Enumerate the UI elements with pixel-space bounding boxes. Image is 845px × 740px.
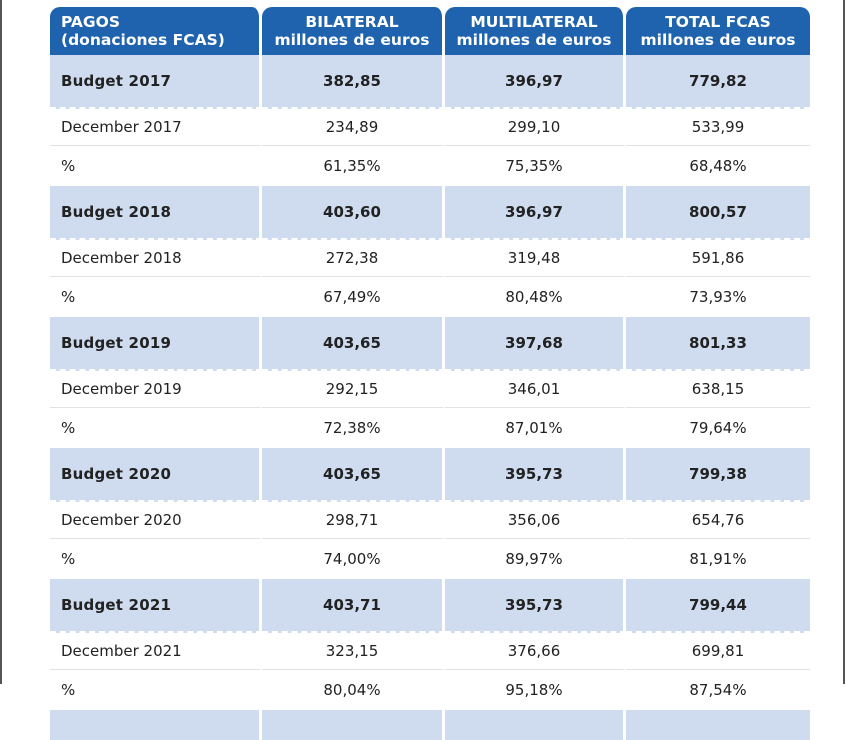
total-value: 68,48%	[626, 146, 810, 186]
multilateral-value: 346,01	[445, 371, 626, 408]
table-row-december-2021: December 2021 323,15 376,66 699,81	[50, 633, 810, 670]
total-value: 81,91%	[626, 539, 810, 579]
total-value: 638,15	[626, 371, 810, 408]
bilateral-value: 234,89	[262, 109, 445, 146]
table-row-budget-2021: Budget 2021 403,71 395,73 799,44	[50, 579, 810, 633]
table-row-cut-off	[50, 710, 810, 740]
table-row-percent-2021: % 80,04% 95,18% 87,54%	[50, 670, 810, 710]
row-label: %	[50, 670, 262, 710]
bilateral-value: 72,38%	[262, 408, 445, 448]
empty-cell	[445, 710, 626, 740]
multilateral-value: 89,97%	[445, 539, 626, 579]
multilateral-value: 299,10	[445, 109, 626, 146]
header-bilateral: BILATERAL millones de euros	[262, 7, 445, 55]
total-value: 800,57	[626, 186, 810, 240]
table-row-budget-2018: Budget 2018 403,60 396,97 800,57	[50, 186, 810, 240]
row-label: %	[50, 408, 262, 448]
bilateral-value: 74,00%	[262, 539, 445, 579]
table-row-percent-2017: % 61,35% 75,35% 68,48%	[50, 146, 810, 186]
multilateral-value: 397,68	[445, 317, 626, 371]
table-row-december-2020: December 2020 298,71 356,06 654,76	[50, 502, 810, 539]
row-label: December 2017	[50, 109, 262, 146]
total-value: 533,99	[626, 109, 810, 146]
row-label: Budget 2019	[50, 317, 262, 371]
table-header-row: PAGOS (donaciones FCAS) BILATERAL millon…	[50, 7, 810, 55]
header-bilateral-line2: millones de euros	[274, 31, 430, 49]
fcas-payments-table: PAGOS (donaciones FCAS) BILATERAL millon…	[50, 7, 810, 740]
total-value: 799,38	[626, 448, 810, 502]
multilateral-value: 376,66	[445, 633, 626, 670]
multilateral-value: 87,01%	[445, 408, 626, 448]
total-value: 699,81	[626, 633, 810, 670]
row-label: December 2019	[50, 371, 262, 408]
multilateral-value: 80,48%	[445, 277, 626, 317]
table-row-budget-2020: Budget 2020 403,65 395,73 799,38	[50, 448, 810, 502]
bilateral-value: 403,65	[262, 448, 445, 502]
multilateral-value: 395,73	[445, 448, 626, 502]
page-frame-left	[0, 0, 2, 684]
multilateral-value: 319,48	[445, 240, 626, 277]
header-total-fcas: TOTAL FCAS millones de euros	[626, 7, 810, 55]
total-value: 87,54%	[626, 670, 810, 710]
header-total-line2: millones de euros	[640, 31, 796, 49]
empty-cell	[626, 710, 810, 740]
total-value: 73,93%	[626, 277, 810, 317]
bilateral-value: 298,71	[262, 502, 445, 539]
row-label: Budget 2020	[50, 448, 262, 502]
table-row-budget-2017: Budget 2017 382,85 396,97 779,82	[50, 55, 810, 109]
table-row-percent-2020: % 74,00% 89,97% 81,91%	[50, 539, 810, 579]
row-label: December 2021	[50, 633, 262, 670]
total-value: 654,76	[626, 502, 810, 539]
row-label: Budget 2018	[50, 186, 262, 240]
header-bilateral-line1: BILATERAL	[305, 13, 399, 31]
header-pagos-line1: PAGOS	[61, 13, 120, 31]
bilateral-value: 403,71	[262, 579, 445, 633]
bilateral-value: 382,85	[262, 55, 445, 109]
row-label: December 2020	[50, 502, 262, 539]
table-row-december-2018: December 2018 272,38 319,48 591,86	[50, 240, 810, 277]
row-label: %	[50, 146, 262, 186]
table-row-percent-2018: % 67,49% 80,48% 73,93%	[50, 277, 810, 317]
bilateral-value: 67,49%	[262, 277, 445, 317]
multilateral-value: 396,97	[445, 55, 626, 109]
bilateral-value: 323,15	[262, 633, 445, 670]
header-multilateral-line2: millones de euros	[456, 31, 612, 49]
total-value: 801,33	[626, 317, 810, 371]
table-row-percent-2019: % 72,38% 87,01% 79,64%	[50, 408, 810, 448]
row-label: %	[50, 539, 262, 579]
total-value: 799,44	[626, 579, 810, 633]
bilateral-value: 272,38	[262, 240, 445, 277]
total-value: 591,86	[626, 240, 810, 277]
empty-cell	[50, 710, 262, 740]
bilateral-value: 403,60	[262, 186, 445, 240]
bilateral-value: 61,35%	[262, 146, 445, 186]
multilateral-value: 95,18%	[445, 670, 626, 710]
total-value: 79,64%	[626, 408, 810, 448]
total-value: 779,82	[626, 55, 810, 109]
header-multilateral-line1: MULTILATERAL	[470, 13, 598, 31]
multilateral-value: 396,97	[445, 186, 626, 240]
bilateral-value: 403,65	[262, 317, 445, 371]
bilateral-value: 292,15	[262, 371, 445, 408]
header-multilateral: MULTILATERAL millones de euros	[445, 7, 626, 55]
header-pagos-line2: (donaciones FCAS)	[61, 31, 225, 49]
empty-cell	[262, 710, 445, 740]
header-total-line1: TOTAL FCAS	[665, 13, 771, 31]
page-frame-right	[843, 0, 845, 684]
multilateral-value: 395,73	[445, 579, 626, 633]
row-label: Budget 2021	[50, 579, 262, 633]
row-label: December 2018	[50, 240, 262, 277]
bilateral-value: 80,04%	[262, 670, 445, 710]
table-row-december-2019: December 2019 292,15 346,01 638,15	[50, 371, 810, 408]
table-row-budget-2019: Budget 2019 403,65 397,68 801,33	[50, 317, 810, 371]
multilateral-value: 356,06	[445, 502, 626, 539]
row-label: %	[50, 277, 262, 317]
header-pagos: PAGOS (donaciones FCAS)	[50, 7, 262, 55]
row-label: Budget 2017	[50, 55, 262, 109]
table-row-december-2017: December 2017 234,89 299,10 533,99	[50, 109, 810, 146]
multilateral-value: 75,35%	[445, 146, 626, 186]
